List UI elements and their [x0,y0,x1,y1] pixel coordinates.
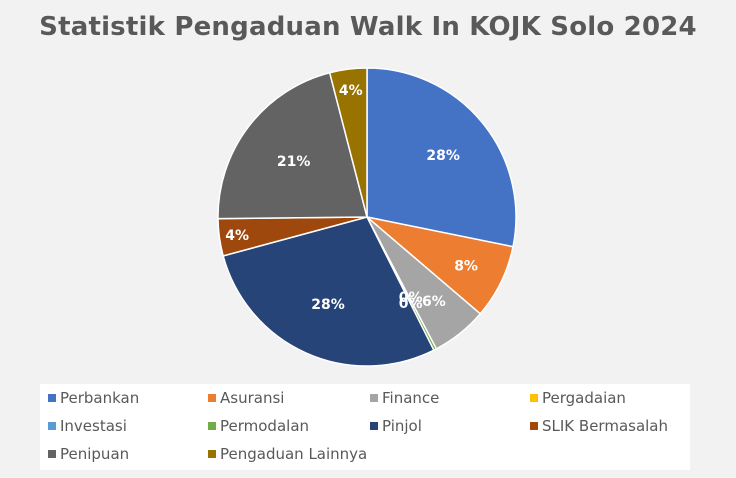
legend-swatch [208,393,216,402]
legend-item-perbankan: Perbankan [48,388,139,408]
data-label-perbankan: 28% [426,148,460,164]
legend-swatch [370,421,378,430]
legend-label: Pengaduan Lainnya [220,445,368,463]
legend-item-pengaduan-lainnya: Pengaduan Lainnya [208,444,367,464]
legend-item-penipuan: Penipuan [48,444,129,464]
legend-swatch [370,393,378,402]
legend-swatch [208,421,216,430]
legend-label: Permodalan [220,417,310,435]
legend-label: Pinjol [382,417,422,435]
data-label-pengaduan-lainnya: 4% [339,83,363,99]
legend-label: Investasi [60,417,127,435]
legend-swatch [48,421,56,430]
legend-swatch [48,393,56,402]
legend-label: SLIK Bermasalah [542,417,669,435]
data-label-penipuan: 21% [277,154,311,170]
legend-label: Asuransi [220,389,285,407]
legend-label: Finance [382,389,440,407]
data-label-investasi: 0% [399,296,423,312]
chart-title: Statistik Pengaduan Walk In KOJK Solo 20… [39,12,697,42]
data-label-slik-bermasalah: 4% [225,228,249,244]
legend: Perbankan Asuransi Finance Pergadaian Invest… [40,384,690,470]
legend-swatch [48,449,56,458]
legend-item-finance: Finance [370,388,439,408]
data-label-asuransi: 8% [454,258,478,274]
legend-label: Penipuan [60,445,130,463]
legend-swatch [530,393,538,402]
pie-slice-penipuan [217,71,368,220]
legend-item-investasi: Investasi [48,416,127,436]
legend-item-pergadaian: Pergadaian [530,388,626,408]
legend-label: Pergadaian [542,389,626,407]
legend-item-permodalan: Permodalan [208,416,309,436]
legend-item-asuransi: Asuransi [208,388,284,408]
pie-slice-pinjol [222,216,435,367]
legend-item-slik-bermasalah: SLIK Bermasalah [530,416,668,436]
data-label-pergadaian: 0% [399,290,423,306]
data-label-finance: 6% [422,294,446,310]
legend-item-pinjol: Pinjol [370,416,422,436]
legend-swatch [530,421,538,430]
data-label-pinjol: 28% [311,297,345,313]
pie-slice-pengaduan-lainnya [328,67,368,218]
pie-slice-perbankan [366,67,517,248]
legend-label: Perbankan [60,389,140,407]
legend-swatch [208,449,216,458]
